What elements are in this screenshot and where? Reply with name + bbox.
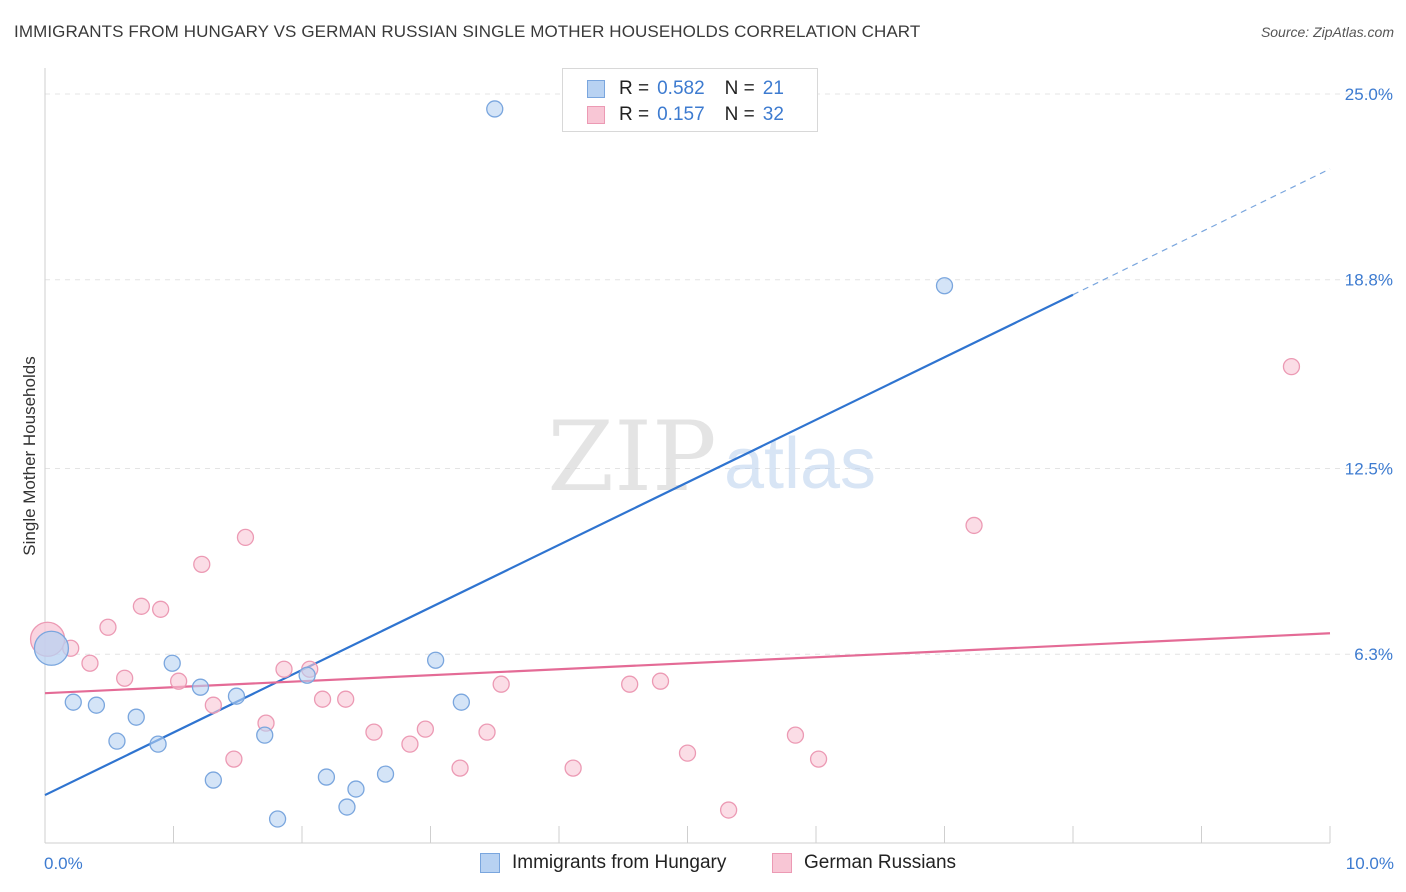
series-swatch-blue (480, 853, 500, 873)
legend-n-value: 21 (762, 78, 784, 99)
x-tick-label-max: 10.0% (1346, 854, 1394, 873)
point-german-russians (169, 672, 188, 690)
series-legend-hungary: Immigrants from Hungary (480, 852, 726, 874)
point-german-russians (678, 744, 697, 762)
point-hungary (191, 678, 210, 696)
legend-r-label: R = (619, 78, 650, 99)
point-german-russians (786, 726, 805, 744)
point-german-russians (416, 720, 435, 738)
point-hungary (227, 687, 246, 705)
point-hungary (347, 780, 365, 798)
point-german-russians (275, 660, 293, 678)
correlation-legend: R = 0.582 N = 21 R = 0.157 N = 32 (562, 68, 818, 132)
chart-source: Source: ZipAtlas.com (1260, 24, 1394, 40)
point-german-russians (564, 759, 582, 777)
y-tick-label: 12.5% (1345, 459, 1393, 478)
point-hungary (452, 693, 470, 711)
legend-r-value: 0.582 (657, 78, 705, 99)
x-tick-labels: 0.0% 10.0% (44, 854, 1394, 873)
point-german-russians (337, 690, 355, 708)
legend-swatch-blue (587, 80, 605, 98)
series-legend: Immigrants from Hungary German Russians (0, 852, 1406, 878)
point-hungary (268, 810, 287, 828)
point-german-russians (965, 516, 983, 535)
point-german-russians (193, 555, 211, 574)
point-hungary (298, 666, 316, 684)
point-german-russians (365, 723, 383, 741)
y-tick-label: 25.0% (1345, 85, 1393, 104)
point-german-russians (236, 528, 255, 547)
y-axis-label: Single Mother Households (20, 356, 39, 555)
point-german-russians (151, 600, 170, 618)
point-german-russians (651, 672, 670, 690)
point-german-russians (116, 669, 134, 687)
point-hungary (426, 651, 445, 669)
point-hungary (87, 696, 106, 714)
watermark-atlas: atlas (724, 424, 876, 504)
series-swatch-pink (772, 853, 792, 873)
point-german-russians (809, 750, 828, 768)
point-german-russians (1282, 357, 1301, 376)
legend-swatch-pink (587, 106, 605, 124)
point-hungary (486, 100, 504, 118)
point-german-russians (204, 696, 222, 714)
x-ticks (44, 826, 1331, 843)
watermark-zip: ZIP (547, 401, 716, 513)
point-german-russians (81, 654, 99, 672)
point-german-russians (401, 735, 419, 753)
legend-r-label: R = (619, 104, 650, 125)
trend-line-german-russians (44, 632, 1331, 695)
legend-n-label: N = (724, 104, 755, 125)
point-hungary (204, 771, 222, 789)
legend-r-value: 0.157 (657, 104, 705, 125)
point-german-russians (225, 750, 243, 768)
trend-line-hungary-extension (1072, 168, 1331, 296)
legend-row-german-russians: R = 0.157 N = 32 (587, 103, 784, 127)
series-label-german-russians: German Russians (804, 852, 957, 873)
point-german-russians (478, 723, 496, 741)
point-hungary (935, 277, 954, 295)
y-tick-labels: 6.3% 12.5% 18.8% 25.0% (1345, 85, 1393, 664)
gridlines (45, 93, 1392, 655)
legend-n-label: N = (724, 78, 755, 99)
data-points (29, 100, 1301, 828)
point-hungary (338, 798, 356, 816)
x-tick-label-min: 0.0% (44, 854, 83, 873)
chart-title: IMMIGRANTS FROM HUNGARY VS GERMAN RUSSIA… (14, 22, 921, 41)
point-german-russians (719, 801, 738, 819)
point-hungary (33, 630, 70, 666)
legend-n-value: 32 (762, 104, 784, 125)
series-label-hungary: Immigrants from Hungary (512, 852, 727, 873)
point-german-russians (621, 675, 639, 693)
series-legend-german-russians: German Russians (772, 852, 956, 874)
point-german-russians (132, 597, 151, 615)
point-hungary (127, 708, 145, 726)
watermark: ZIP atlas (547, 401, 876, 513)
point-hungary (108, 732, 126, 750)
point-hungary (64, 693, 82, 711)
point-german-russians (492, 675, 510, 693)
point-hungary (317, 768, 336, 786)
y-tick-label: 6.3% (1354, 645, 1393, 664)
point-hungary (256, 726, 274, 744)
y-tick-label: 18.8% (1345, 271, 1393, 290)
point-hungary (149, 735, 167, 753)
point-german-russians (451, 759, 469, 777)
trend-line-hungary (44, 293, 1074, 797)
point-german-russians (313, 690, 332, 708)
point-hungary (163, 654, 181, 672)
point-german-russians (99, 618, 117, 636)
legend-row-hungary: R = 0.582 N = 21 (587, 77, 784, 101)
point-hungary (376, 765, 395, 783)
